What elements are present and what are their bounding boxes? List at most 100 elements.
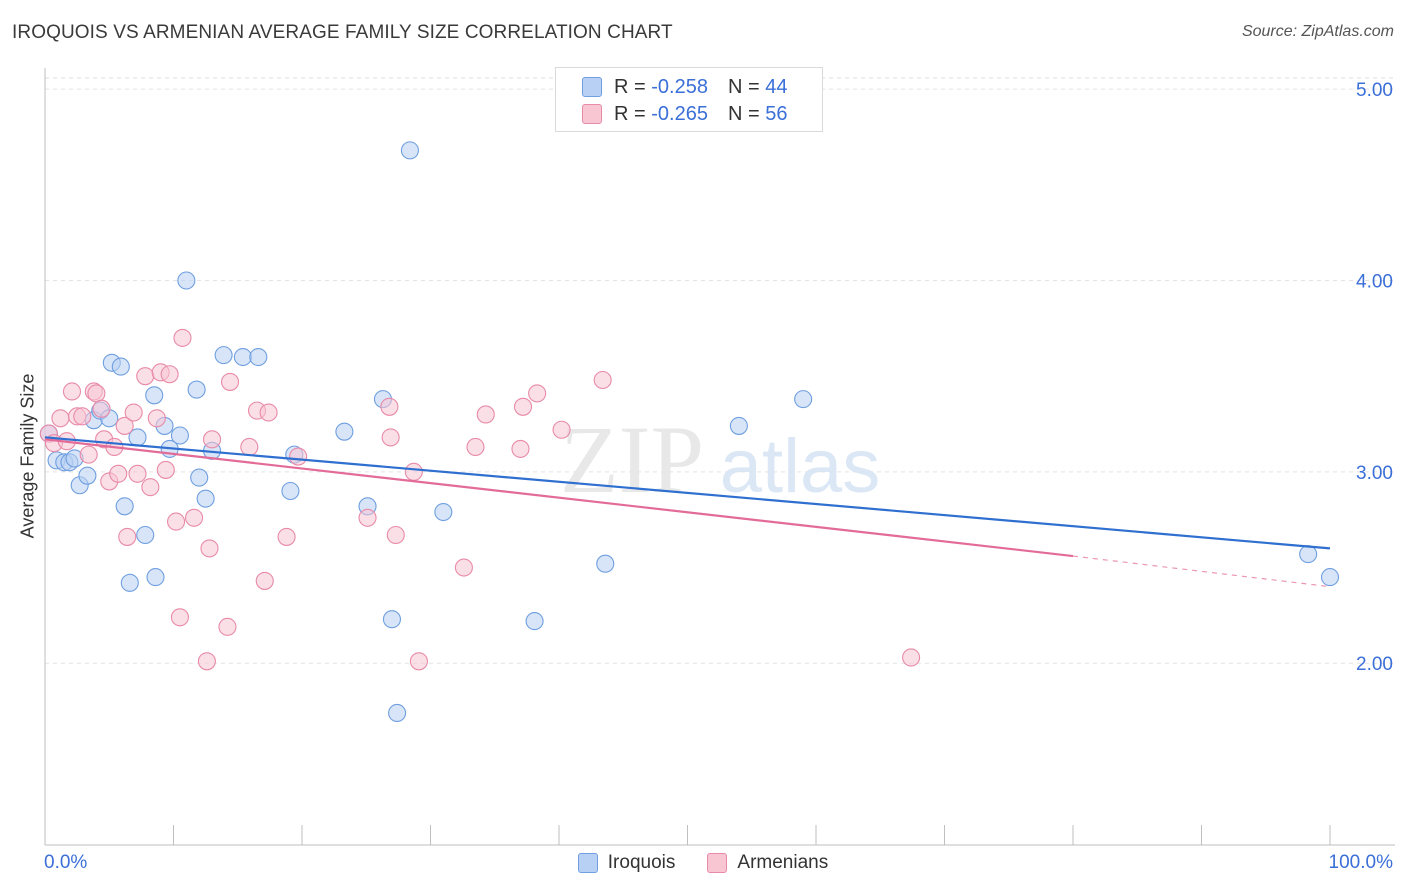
armenians-point: [200, 539, 219, 558]
iroquois-point: [729, 416, 748, 435]
armenians-point: [136, 367, 155, 386]
legend-row-iroquois: R = -0.258 N = 44: [582, 75, 787, 99]
y-tick-label: 5.00: [1356, 80, 1393, 101]
armenians-point: [185, 508, 204, 527]
armenians-point: [513, 397, 533, 416]
iroquois-point: [434, 502, 453, 522]
armenians-trend-line: [44, 438, 1074, 558]
armenians-point: [381, 428, 400, 447]
armenians-point: [51, 409, 70, 428]
iroquois-point: [281, 481, 300, 501]
armenians-point: [197, 652, 216, 671]
iroquois-point: [78, 466, 97, 485]
armenians-point: [141, 478, 160, 497]
armenians-point: [124, 403, 143, 422]
iroquois-point: [136, 525, 155, 545]
armenians-point: [79, 445, 98, 464]
armenians-point: [255, 571, 274, 590]
armenians-r-value: -0.265: [651, 102, 708, 125]
armenians-trend-extension: [1072, 555, 1331, 588]
iroquois-point: [525, 612, 544, 631]
iroquois-point: [388, 703, 407, 723]
iroquois-swatch: [582, 77, 602, 97]
watermark-atlas: atlas: [720, 424, 881, 509]
y-tick-label: 3.00: [1356, 463, 1393, 484]
chart-title: IROQUOIS VS ARMENIAN AVERAGE FAMILY SIZE…: [12, 22, 673, 43]
y-tick-label: 4.00: [1356, 271, 1393, 292]
x-tick-label-max: 100.0%: [1328, 852, 1393, 873]
armenians-point: [593, 370, 612, 390]
iroquois-point: [335, 422, 354, 441]
armenians-point: [218, 617, 237, 636]
armenians-point: [62, 382, 82, 401]
armenians-n-value: 56: [765, 102, 788, 125]
armenians-point: [289, 447, 308, 466]
iroquois-point: [177, 271, 196, 290]
iroquois-point: [400, 141, 419, 160]
armenians-point: [92, 399, 111, 418]
armenians-point: [170, 608, 189, 627]
iroquois-point: [187, 380, 206, 399]
armenians-point: [87, 384, 106, 403]
armenians-point: [409, 652, 428, 671]
legend-item-armenians[interactable]: Armenians: [707, 852, 828, 874]
legend-r-label: R =: [614, 75, 646, 98]
axes: [44, 68, 1395, 846]
armenians-swatch: [582, 104, 602, 124]
armenians-point: [109, 464, 128, 483]
legend-label-iroquois: Iroquois: [607, 852, 676, 873]
armenians-point: [156, 460, 175, 479]
watermark: ZIP atlas: [560, 406, 880, 513]
armenians-point: [476, 405, 495, 424]
armenians-point: [902, 648, 921, 667]
armenians-point: [277, 527, 296, 546]
iroquois-point: [190, 468, 209, 487]
iroquois-point: [120, 573, 139, 592]
armenians-point: [73, 407, 92, 426]
armenians-point: [358, 508, 377, 527]
iroquois-point: [214, 346, 233, 365]
armenians-point: [167, 512, 186, 531]
legend-item-iroquois[interactable]: Iroquois: [577, 852, 676, 874]
trend-lines: [44, 436, 1331, 588]
iroquois-point: [145, 386, 164, 405]
iroquois-point: [111, 357, 130, 376]
armenians-point: [466, 437, 485, 457]
armenians-point: [173, 328, 192, 347]
iroquois-point: [233, 347, 252, 367]
armenians-point: [128, 464, 147, 483]
armenians-point: [240, 437, 259, 457]
legend-r-label: R =: [614, 102, 646, 125]
armenians-point: [404, 462, 423, 481]
armenians-point: [147, 409, 166, 428]
iroquois-point: [196, 489, 215, 508]
iroquois-r-value: -0.258: [651, 75, 708, 98]
armenians-point: [386, 525, 405, 545]
data-points: [39, 141, 1340, 723]
iroquois-point: [794, 390, 813, 409]
watermark-zip: ZIP: [560, 406, 704, 513]
iroquois-point: [146, 568, 165, 587]
legend-label-armenians: Armenians: [737, 852, 829, 873]
iroquois-trend-line: [44, 436, 1331, 550]
armenians-point: [160, 365, 179, 384]
armenians-point: [552, 420, 571, 439]
iroquois-n-value: 44: [765, 75, 788, 98]
armenians-point: [259, 403, 278, 422]
legend-row-armenians: R = -0.265 N = 56: [582, 102, 787, 126]
armenians-point: [203, 430, 222, 449]
y-axis-label: Average Family Size: [17, 373, 38, 539]
y-tick-labels: 2.00 3.00 4.00 5.00: [1356, 80, 1393, 675]
armenians-point: [380, 397, 399, 416]
iroquois-swatch: [577, 853, 598, 873]
armenians-point: [454, 558, 473, 577]
x-tick-label-min: 0.0%: [44, 852, 88, 873]
grid-lines: [45, 77, 1395, 664]
armenians-point: [115, 416, 134, 435]
iroquois-point: [170, 426, 189, 445]
source-credit: Source: ZipAtlas.com: [1241, 23, 1394, 40]
armenians-swatch: [707, 853, 728, 873]
legend-n-label: N =: [727, 75, 760, 98]
y-tick-label: 2.00: [1356, 654, 1393, 675]
